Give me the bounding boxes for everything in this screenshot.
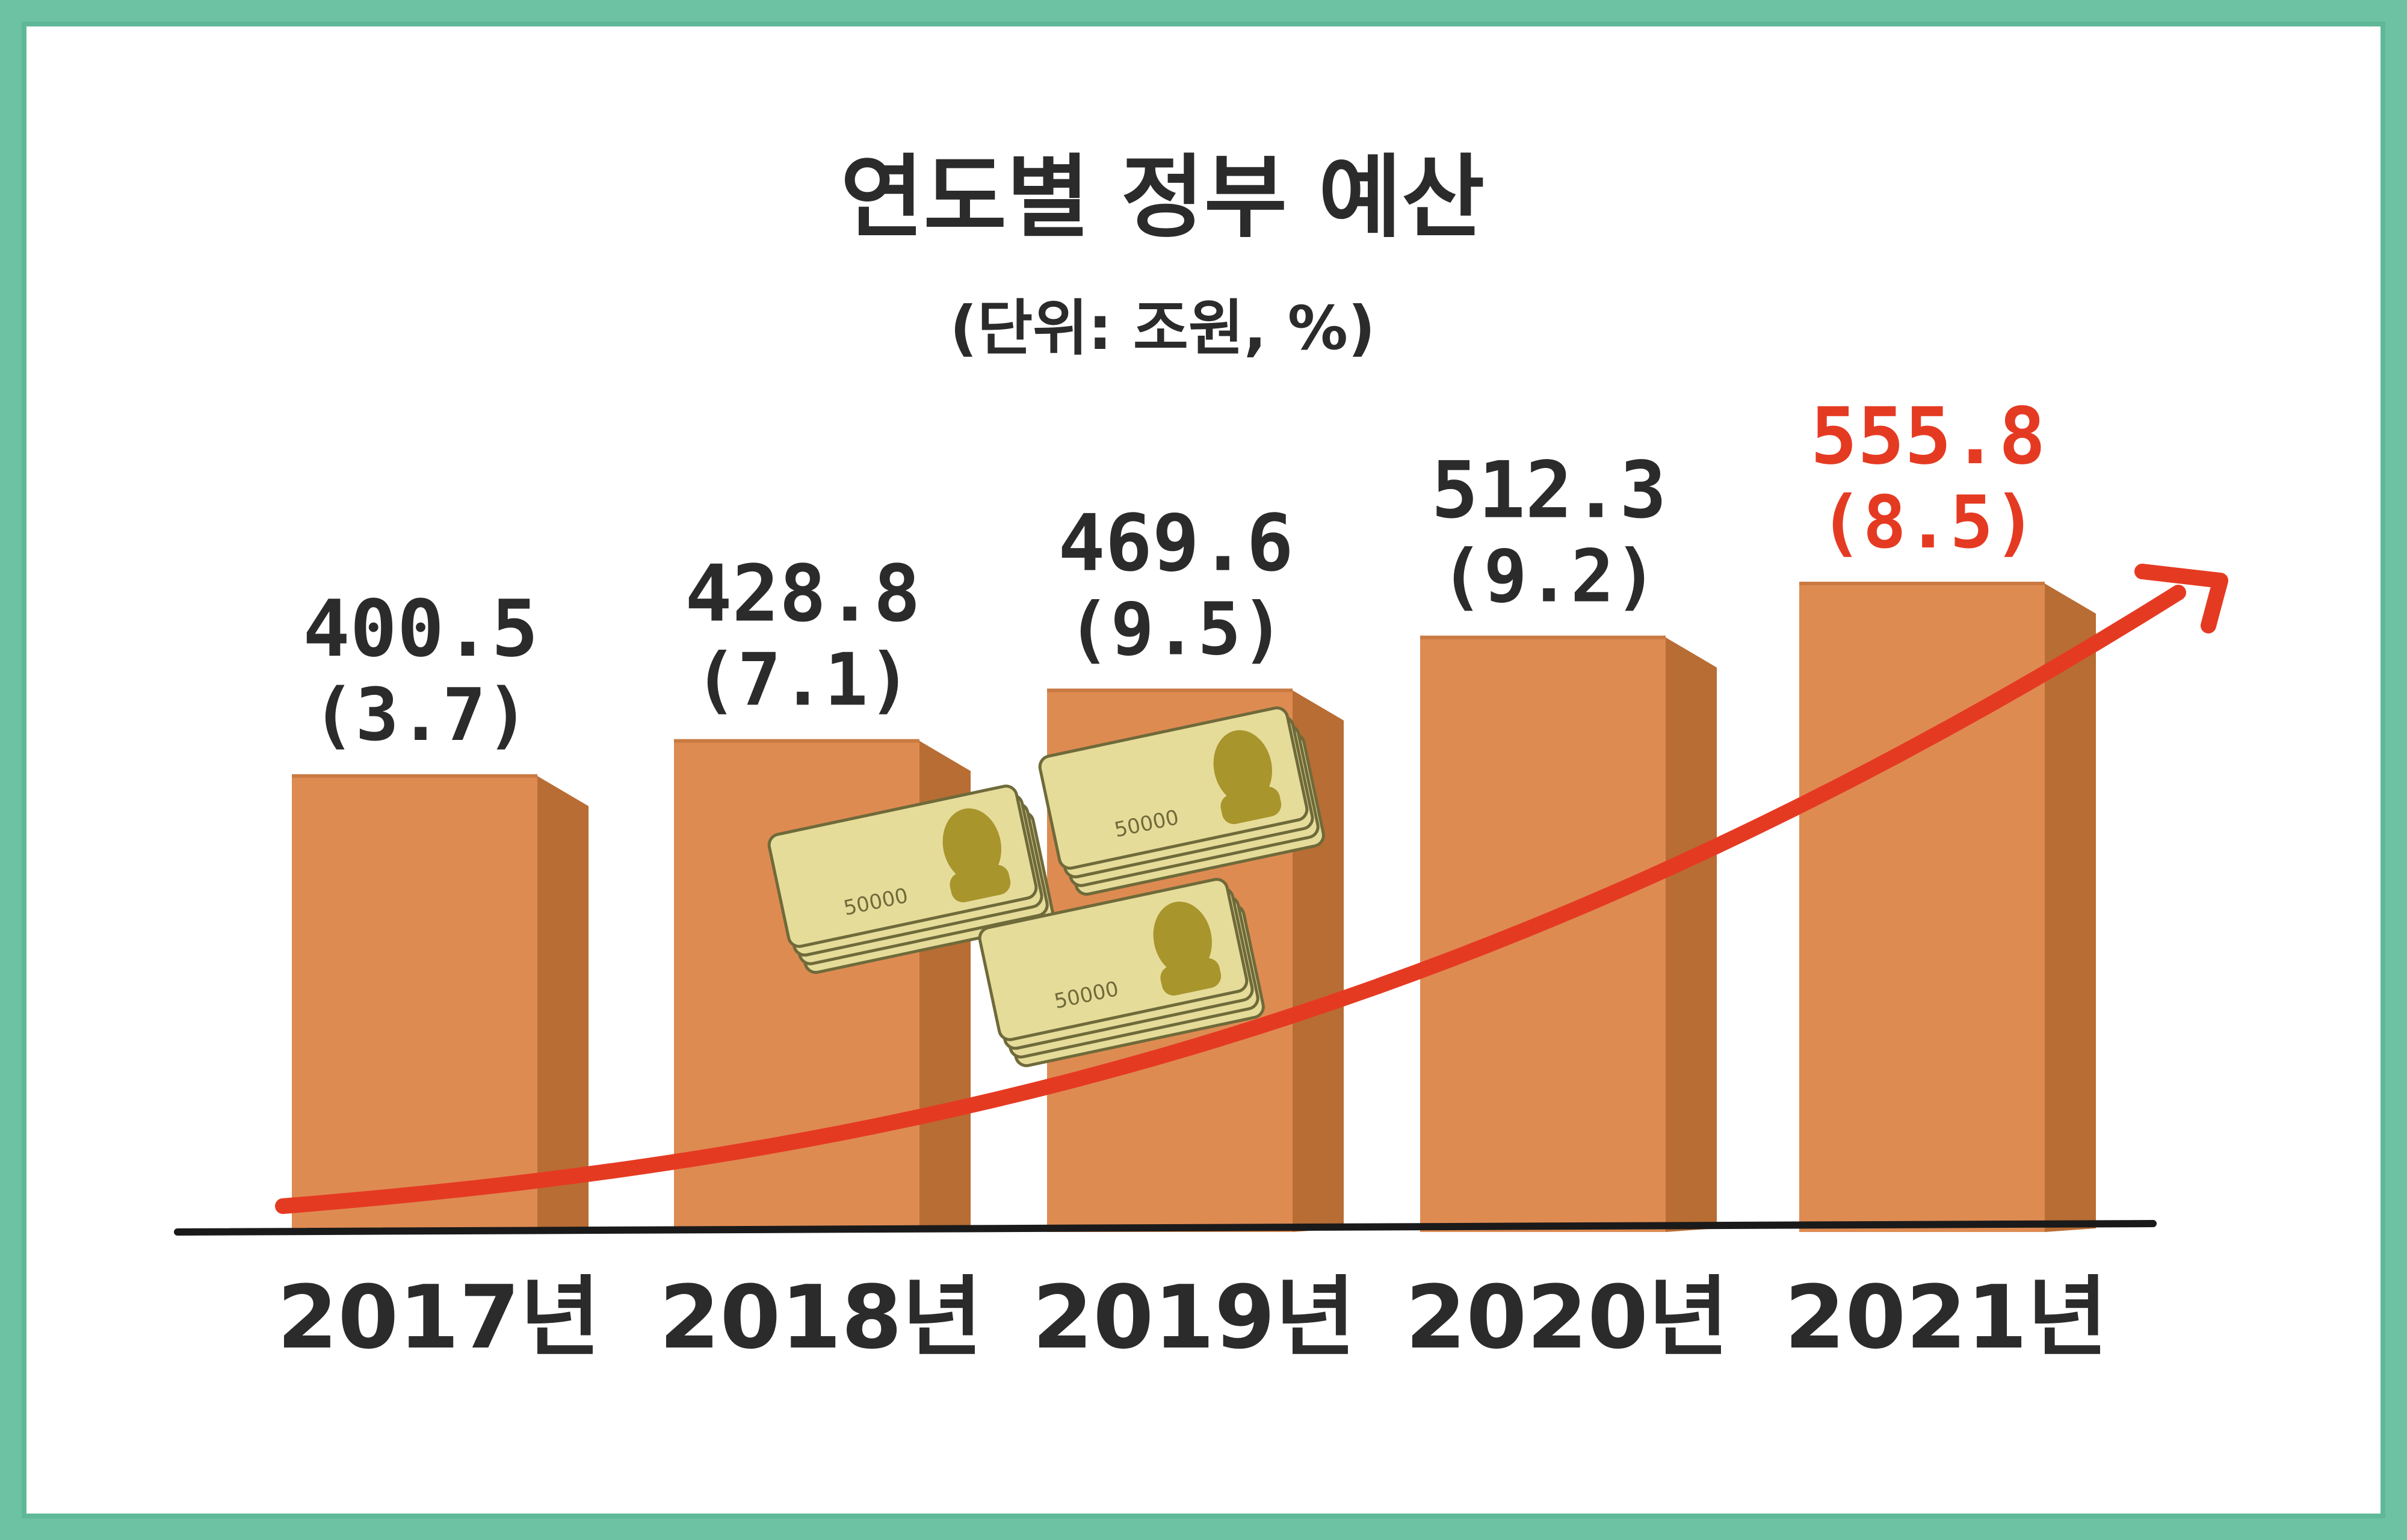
- banknote-portrait: [1153, 901, 1212, 976]
- banknote-portrait-body: [1160, 958, 1222, 996]
- bar-side: [1666, 637, 1717, 1232]
- x-tick-label: 2018년: [660, 1267, 983, 1369]
- value-label: 469.6: [1058, 497, 1293, 589]
- trend-arrow-line: [275, 585, 2186, 1214]
- arrow-head-icon: [2134, 564, 2228, 633]
- growth-label: (8.5): [1819, 481, 2036, 565]
- trend-arrow: [275, 564, 2228, 1214]
- chart-subtitle: (단위: 조원, %): [950, 293, 1375, 363]
- growth-label: (3.7): [312, 674, 529, 757]
- bar-front: [1420, 637, 1666, 1232]
- bar-front: [1799, 584, 2045, 1232]
- value-label: 555.8: [1810, 390, 2045, 482]
- chart-title: 연도별 정부 예산: [841, 146, 1485, 250]
- value-label: 512.3: [1431, 445, 1666, 536]
- x-tick-label: 2020년: [1406, 1267, 1729, 1369]
- x-tick-label: 2019년: [1033, 1267, 1356, 1369]
- banknote-portrait-body: [1220, 786, 1282, 824]
- money-bundle-icon: 50000: [1038, 706, 1325, 896]
- money-bundle-icon: 50000: [978, 878, 1265, 1067]
- x-axis-baseline: [174, 1220, 2157, 1236]
- growth-label: (9.2): [1440, 535, 1657, 619]
- bar: [292, 774, 589, 1232]
- labels-layer: 400.5(3.7) 2017년 428.8(7.1) 2018년 469.6(9.5)…: [277, 390, 2108, 1369]
- x-tick-label: 2017년: [277, 1267, 601, 1369]
- banknote-portrait-body: [950, 864, 1011, 902]
- growth-label: (7.1): [694, 639, 911, 722]
- bar: [1799, 582, 2096, 1232]
- value-label: 400.5: [303, 583, 538, 674]
- banknote-portrait: [1213, 730, 1272, 804]
- value-label: 428.8: [685, 548, 920, 639]
- bar-side: [537, 776, 589, 1232]
- money-bundle-icon: 50000: [767, 784, 1054, 974]
- bar: [1420, 635, 1717, 1232]
- x-tick-label: 2021년: [1785, 1267, 2108, 1369]
- bar-side: [2045, 584, 2096, 1232]
- growth-label: (9.5): [1067, 588, 1284, 672]
- bar-front: [292, 776, 537, 1232]
- banknote-portrait: [942, 808, 1001, 882]
